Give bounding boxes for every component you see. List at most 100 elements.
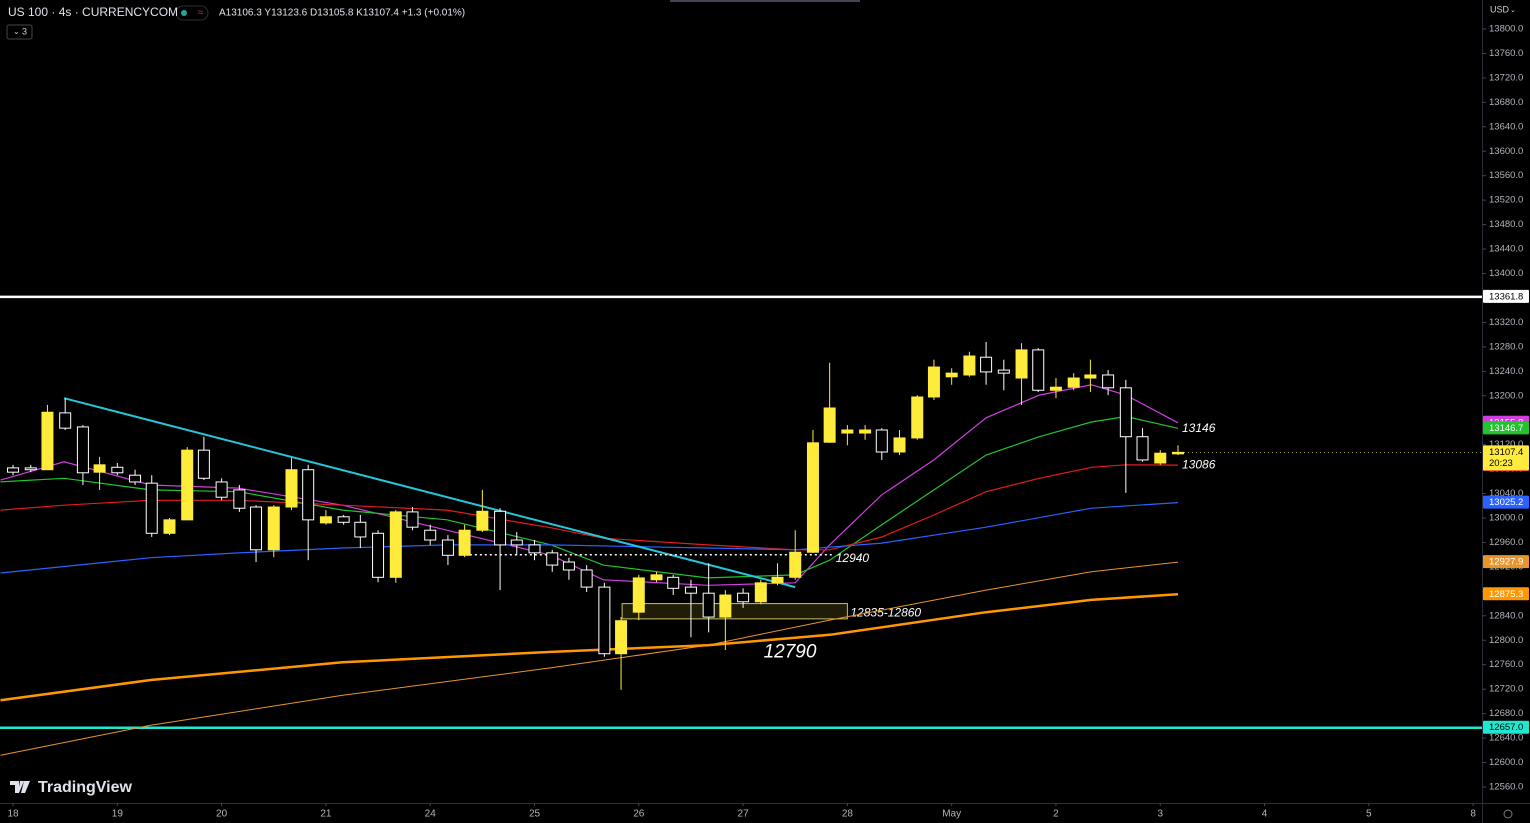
y-tick-label: 13680.0 [1489,97,1523,108]
candle-body [1067,377,1080,388]
settings-icon[interactable] [1503,809,1513,819]
logo: TradingView [10,779,133,796]
candle-body [76,426,89,474]
candle-body [875,429,888,453]
candle-body [250,506,263,551]
candle-body [945,372,958,378]
candle-body [823,407,836,443]
candle-body [789,551,802,578]
candle-body [927,366,940,398]
x-tick-label: 25 [529,809,541,820]
line-note: 13146 [1182,421,1216,435]
candle-body [841,429,854,434]
candle-body [319,516,332,524]
ohlc-legend: A13106.3 Y13123.6 D13105.8 K13107.4 +1.3… [219,8,465,19]
indicator-toggle[interactable] [6,24,33,40]
candle-body [632,577,645,613]
candle-body [41,411,54,471]
indicator-tag-bg [1483,587,1529,601]
candle-body [893,437,906,453]
candle-body [145,482,158,534]
chevron: ⌄ [13,27,20,36]
y-tick-label: 13560.0 [1489,170,1523,181]
y-tick-label: 12600.0 [1489,757,1523,768]
x-tick-label: 2 [1053,809,1059,820]
currency-chevron: ⌄ [1510,7,1516,14]
x-tick-label: 5 [1366,809,1372,820]
candle-body [528,544,541,554]
candle-body [163,519,176,534]
y-tick-label: 13280.0 [1489,341,1523,352]
candle-body [737,592,750,603]
candle-body [215,481,228,498]
moving-average [0,592,1179,702]
x-tick-label: 27 [738,809,750,820]
y-tick-label: 13400.0 [1489,268,1523,279]
y-tick-label: 12680.0 [1489,708,1523,719]
x-tick-label: 19 [112,809,124,820]
moving-average [0,502,1179,574]
level-tag-bg [1483,720,1529,734]
candle-body [389,511,402,578]
candle-body [615,620,628,655]
candle-body [598,586,611,655]
candle-body [129,474,142,483]
candle-body [1102,374,1115,389]
line-note: 13086 [1182,458,1216,472]
indicator-count[interactable]: 3 [22,26,27,36]
candle-body [719,594,732,618]
countdown: 20:23 [1489,458,1513,469]
candle-body [181,449,194,521]
status-icon: ≈ [198,8,204,19]
x-tick-label: 24 [425,809,437,820]
candle-body [1136,436,1149,461]
candle-body [546,552,559,566]
candle-body [24,467,37,471]
y-tick-label: 13600.0 [1489,146,1523,157]
candle-body [302,469,315,521]
candle-body [1171,451,1184,455]
indicator-tag: 13025.2 [1489,497,1523,508]
price-tag: 13107.4 [1489,447,1523,458]
candle-body [963,355,976,376]
candle-body [458,529,471,556]
y-tick-label: 13200.0 [1489,390,1523,401]
candle-body [1084,374,1097,379]
candle-body [354,521,367,538]
candle-body [111,466,124,474]
candle-body [285,469,298,508]
candle-body [93,464,106,473]
level-label: 12940 [836,551,870,565]
x-tick-label: 18 [7,809,19,820]
low-note: 12790 [764,641,817,662]
indicator-tag-bg [1483,495,1529,509]
y-tick-label: 13520.0 [1489,195,1523,206]
indicator-tag: 12927.9 [1489,557,1523,568]
y-tick-label: 13240.0 [1489,366,1523,377]
status-dot [181,10,187,16]
indicator-tag-bg [1483,421,1529,435]
status-pill [175,5,209,21]
candle-body [911,396,924,439]
trendline [63,397,796,589]
candle-body [59,412,72,429]
x-tick-label: 3 [1157,809,1163,820]
candle-body [562,561,575,571]
y-tick-label: 12560.0 [1489,781,1523,792]
y-tick-label: 12760.0 [1489,659,1523,670]
x-tick-label: 21 [320,809,332,820]
candle-body [476,510,489,531]
logo-mark [10,781,30,793]
currency[interactable]: USD [1490,4,1510,14]
y-tick-label: 13640.0 [1489,121,1523,132]
x-tick-label: 4 [1262,809,1268,820]
price-tag-bg [1483,445,1529,471]
candle-body [197,449,210,479]
candle-body [771,576,784,584]
candle-body [1049,386,1062,391]
candle-body [494,510,507,546]
moving-average [0,464,1179,551]
